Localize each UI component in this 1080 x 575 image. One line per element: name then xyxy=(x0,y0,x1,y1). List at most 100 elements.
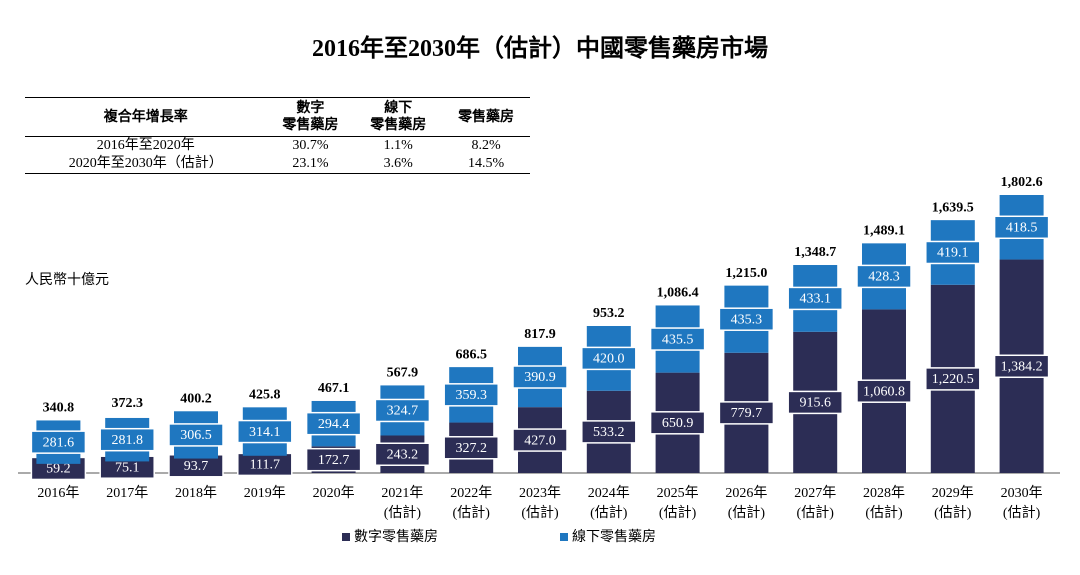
total-label: 1,215.0 xyxy=(725,266,767,281)
x-tick-label: 2019年 xyxy=(244,485,286,501)
value-label-box xyxy=(443,436,499,460)
total-label: 340.8 xyxy=(43,401,75,416)
value-label-box xyxy=(649,327,706,351)
table-cell: 3.6% xyxy=(354,155,443,174)
legend-swatch xyxy=(342,533,350,541)
value-label: 420.0 xyxy=(593,352,625,367)
total-label: 817.9 xyxy=(524,327,556,342)
header-cell: 複合年增長率 xyxy=(25,97,267,137)
value-label-box xyxy=(581,420,637,444)
legend-label: 線下零售藥房 xyxy=(572,529,656,545)
x-tick-label: 2023年(估計) xyxy=(519,485,561,521)
x-tick-label: 2026年(估計) xyxy=(725,485,767,521)
value-label: 779.7 xyxy=(731,406,763,421)
x-tick-label: 2022年(估計) xyxy=(450,485,492,521)
table-cell: 14.5% xyxy=(442,155,530,174)
total-label: 425.8 xyxy=(249,388,281,403)
value-label: 435.5 xyxy=(662,332,694,347)
value-label-box xyxy=(512,365,568,389)
value-label: 172.7 xyxy=(318,453,350,468)
x-tick-label: 2016年 xyxy=(37,485,79,501)
value-label: 418.5 xyxy=(1006,220,1038,235)
table-cell: 1.1% xyxy=(383,138,413,153)
x-tick-label: 2027年(估計) xyxy=(794,485,836,521)
total-label: 1,639.5 xyxy=(932,200,974,215)
value-label: 915.6 xyxy=(799,396,831,411)
total-label: 467.1 xyxy=(318,381,350,396)
value-label-box xyxy=(856,379,912,403)
value-label-box xyxy=(925,367,981,391)
value-label: 281.8 xyxy=(111,433,143,448)
value-label-box xyxy=(374,398,431,423)
value-label: 281.6 xyxy=(43,435,75,450)
value-label-box xyxy=(305,411,362,436)
table-cell: 30.7% xyxy=(292,138,329,153)
value-label-box xyxy=(925,240,981,265)
value-label-box xyxy=(237,419,293,444)
value-label-box xyxy=(787,286,843,311)
total-label: 1,348.7 xyxy=(794,245,836,260)
value-label: 306.5 xyxy=(180,428,212,443)
value-label-box xyxy=(718,401,775,425)
value-label: 359.3 xyxy=(455,388,487,403)
x-tick-label: 2020年 xyxy=(313,485,355,501)
value-label-box xyxy=(168,423,224,447)
value-label: 243.2 xyxy=(387,447,419,462)
value-label: 650.9 xyxy=(662,416,694,431)
value-label: 433.1 xyxy=(799,292,831,307)
x-tick-label: 2024年(估計) xyxy=(588,485,630,521)
value-label: 75.1 xyxy=(115,460,140,475)
value-label-box xyxy=(649,411,706,435)
value-label-box xyxy=(30,430,87,454)
total-label: 1,802.6 xyxy=(1001,175,1043,190)
total-label: 1,086.4 xyxy=(657,286,699,301)
value-label: 1,060.8 xyxy=(863,384,905,399)
table-row: 2020年至2030年（估計） 23.1% 3.6% 14.5% xyxy=(25,155,530,174)
chart-title: 2016年至2030年（估計）中國零售藥房市場 xyxy=(312,36,768,62)
value-label: 1,384.2 xyxy=(1001,359,1043,374)
value-label: 390.9 xyxy=(524,370,556,385)
value-label-box xyxy=(99,427,155,452)
x-tick-label: 2029年(估計) xyxy=(932,485,974,521)
total-label: 400.2 xyxy=(180,392,212,407)
value-label-box xyxy=(581,346,637,371)
table-row: 2016年至2020年 30.7% 1.1% 8.2% xyxy=(25,137,530,156)
value-label: 59.2 xyxy=(46,462,71,477)
legend-label: 數字零售藥房 xyxy=(354,529,438,545)
value-label: 324.7 xyxy=(387,404,419,419)
y-axis-unit: 人民幣十億元 xyxy=(25,272,109,288)
legend-swatch xyxy=(560,533,568,541)
value-label-box xyxy=(787,390,843,415)
total-label: 1,489.1 xyxy=(863,224,905,239)
value-label: 427.0 xyxy=(524,433,556,448)
value-label-box xyxy=(993,354,1050,379)
header-cell: 零售藥房 xyxy=(442,97,530,137)
table-cell: 23.1% xyxy=(266,155,355,174)
value-label: 1,220.5 xyxy=(932,372,974,387)
value-label: 111.7 xyxy=(250,458,280,473)
x-tick-label: 2021年(估計) xyxy=(381,485,423,521)
value-label: 419.1 xyxy=(937,246,969,261)
value-label: 533.2 xyxy=(593,425,625,440)
value-label: 314.1 xyxy=(249,425,281,440)
table-cell: 2016年至2020年 xyxy=(96,138,195,153)
value-label-box xyxy=(512,428,568,452)
value-label-box xyxy=(993,215,1050,240)
total-label: 567.9 xyxy=(387,366,419,381)
cagr-table: 複合年增長率 數字 零售藥房 線下 零售藥房 零售藥房 2016年至2020年 … xyxy=(25,97,530,174)
value-label-box xyxy=(305,447,362,472)
total-label: 686.5 xyxy=(455,347,487,362)
total-label: 953.2 xyxy=(593,306,625,321)
value-label: 428.3 xyxy=(868,270,900,285)
value-label: 327.2 xyxy=(455,441,487,456)
header-cell: 線下 零售藥房 xyxy=(354,97,443,137)
value-label-box xyxy=(374,442,431,466)
table-header: 複合年增長率 數字 零售藥房 線下 零售藥房 零售藥房 xyxy=(25,97,530,137)
total-label: 372.3 xyxy=(111,396,143,411)
value-label-box xyxy=(443,383,499,407)
x-tick-label: 2030年(估計) xyxy=(1001,485,1043,521)
value-label: 435.3 xyxy=(731,312,763,327)
x-tick-label: 2018年 xyxy=(175,485,217,501)
